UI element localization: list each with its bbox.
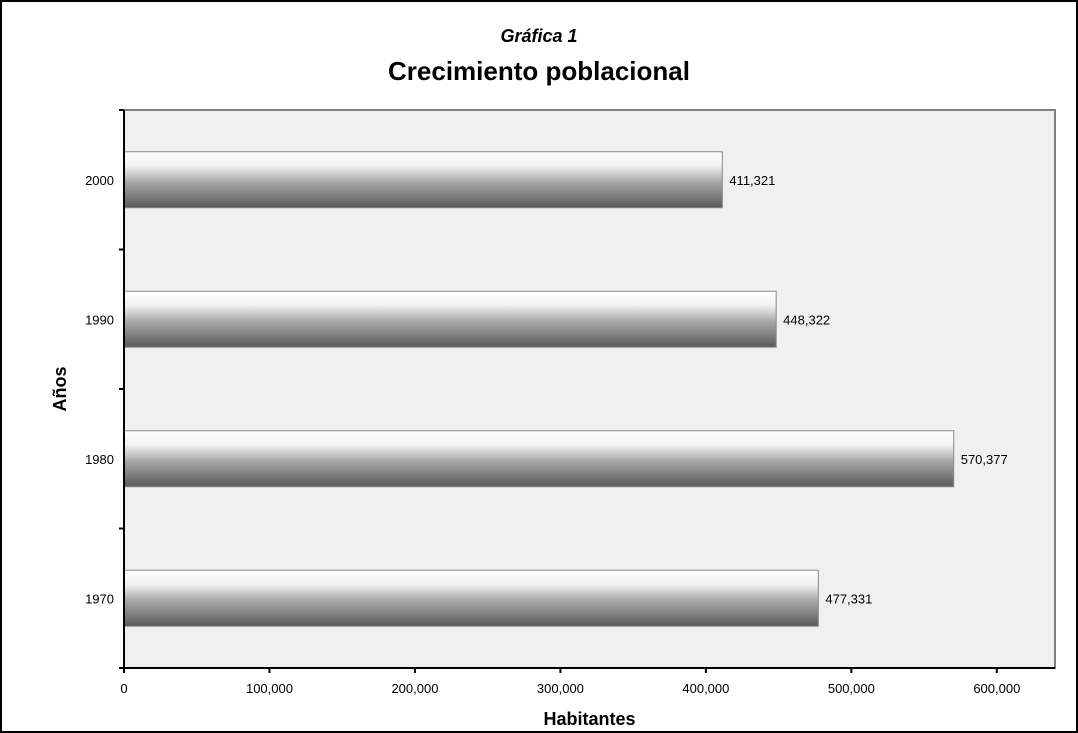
bar-1990 — [123, 290, 777, 348]
y-tick-label: 1980 — [85, 452, 114, 467]
data-label: 570,377 — [961, 452, 1008, 467]
x-tick-label: 100,000 — [246, 681, 293, 696]
data-label: 477,331 — [825, 591, 872, 606]
y-tick-label: 2000 — [85, 173, 114, 188]
x-tick-label: 0 — [120, 681, 127, 696]
data-label: 448,322 — [783, 312, 830, 327]
bar-1970 — [123, 569, 819, 627]
y-tick-label: 1970 — [85, 591, 114, 606]
x-tick-label: 200,000 — [391, 681, 438, 696]
y-axis-title: Años — [50, 367, 70, 412]
x-tick-label: 600,000 — [973, 681, 1020, 696]
chart-subtitle: Gráfica 1 — [500, 26, 578, 46]
x-tick-label: 500,000 — [828, 681, 875, 696]
bar-1980 — [123, 430, 955, 488]
y-tick-label: 1990 — [85, 312, 114, 327]
x-axis-title: Habitantes — [543, 709, 635, 729]
x-tick-label: 400,000 — [682, 681, 729, 696]
bar-2000 — [123, 151, 723, 209]
chart-title: Crecimiento poblacional — [388, 56, 690, 86]
data-label: 411,321 — [729, 173, 775, 188]
x-tick-label: 300,000 — [537, 681, 584, 696]
